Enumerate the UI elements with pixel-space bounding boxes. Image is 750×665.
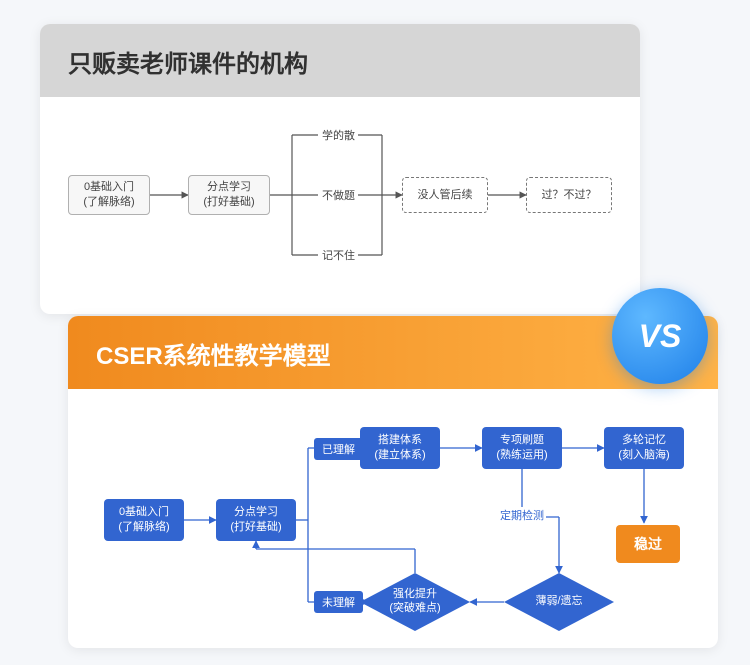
vs-badge-label: VS: [639, 318, 682, 355]
node-pass: 稳过: [616, 525, 680, 563]
node-pass-or-not: 过？不过？: [526, 177, 612, 213]
node-b-point-study-l2: (打好基础): [230, 520, 281, 535]
header-competitor-title: 只贩卖老师课件的机构: [68, 51, 308, 78]
node-no-followup-l1: 没人管后续: [418, 188, 473, 203]
node-targeted-drill-l2: (熟练运用): [496, 448, 547, 463]
vs-badge: VS: [612, 288, 708, 384]
flow-cser: 0基础入门 (了解脉络) 分点学习 (打好基础) 已理解 未理解 搭建体系 (建…: [68, 389, 718, 654]
label-not-understood: 未理解: [314, 591, 363, 613]
diamond-reinforce-l1: 强化提升: [389, 588, 440, 602]
node-point-study-l1: 分点学习: [207, 180, 251, 195]
label-forget: 记不住: [320, 247, 357, 263]
node-basic-intro: 0基础入门 (了解脉络): [68, 175, 150, 215]
node-point-study-l2: (打好基础): [203, 195, 254, 210]
header-cser-title: CSER系统性教学模型: [96, 343, 331, 370]
node-b-basic-intro-l2: (了解脉络): [118, 520, 169, 535]
node-build-system-l1: 搭建体系: [378, 433, 422, 448]
card-cser: CSER系统性教学模型: [68, 316, 718, 648]
node-b-point-study: 分点学习 (打好基础): [216, 499, 296, 541]
header-competitor: 只贩卖老师课件的机构: [40, 24, 640, 97]
node-b-point-study-l1: 分点学习: [234, 505, 278, 520]
node-b-basic-intro: 0基础入门 (了解脉络): [104, 499, 184, 541]
node-basic-intro-l1: 0基础入门: [84, 180, 134, 195]
label-understood: 已理解: [314, 438, 363, 460]
node-build-system: 搭建体系 (建立体系): [360, 427, 440, 469]
diamond-weak: 薄弱/遗忘: [504, 573, 614, 631]
label-no-exercise: 不做题: [320, 187, 357, 203]
node-no-followup: 没人管后续: [402, 177, 488, 213]
node-point-study: 分点学习 (打好基础): [188, 175, 270, 215]
diamond-weak-l1: 薄弱/遗忘: [535, 595, 582, 609]
label-periodic-check: 定期检测: [498, 507, 546, 523]
node-basic-intro-l2: (了解脉络): [83, 195, 134, 210]
node-targeted-drill-l1: 专项刷题: [500, 433, 544, 448]
card-competitor: 只贩卖老师课件的机构: [40, 24, 640, 314]
node-targeted-drill: 专项刷题 (熟练运用): [482, 427, 562, 469]
node-pass-label: 稳过: [634, 535, 662, 554]
diamond-reinforce-l2: (突破难点): [389, 602, 440, 616]
node-memory-rounds-l2: (刻入脑海): [618, 448, 669, 463]
flow-competitor: 0基础入门 (了解脉络) 分点学习 (打好基础) 学的散 不做题 记不住 没人管…: [40, 97, 640, 317]
node-memory-rounds: 多轮记忆 (刻入脑海): [604, 427, 684, 469]
node-b-basic-intro-l1: 0基础入门: [119, 505, 169, 520]
label-scattered: 学的散: [320, 127, 357, 143]
node-memory-rounds-l1: 多轮记忆: [622, 433, 666, 448]
node-build-system-l2: (建立体系): [374, 448, 425, 463]
node-pass-or-not-l1: 过？不过？: [542, 188, 597, 203]
diamond-reinforce: 强化提升 (突破难点): [360, 573, 470, 631]
